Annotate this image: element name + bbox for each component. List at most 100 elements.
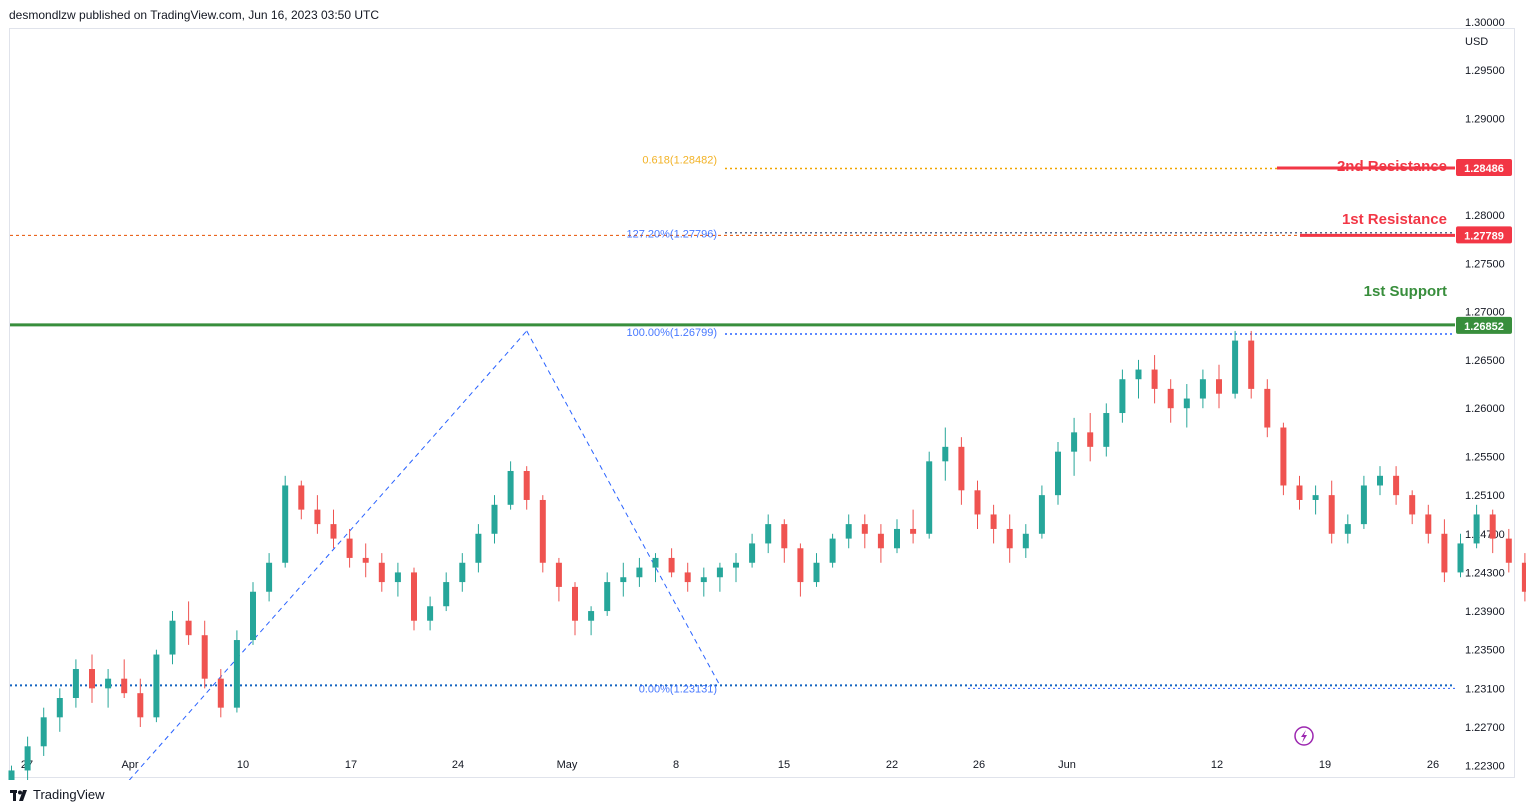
candle-body <box>1022 533 1029 549</box>
candle-body <box>1393 475 1400 496</box>
y-tick-label: 1.26500 <box>1465 355 1505 367</box>
y-tick-label: 1.23900 <box>1465 606 1505 618</box>
candle-body <box>700 577 707 583</box>
y-tick-label: 1.24300 <box>1465 567 1505 579</box>
candle-body <box>443 582 450 607</box>
y-tick-label: 1.27500 <box>1465 258 1505 270</box>
candle-body <box>523 470 530 500</box>
x-tick-label: 10 <box>237 759 249 771</box>
x-tick-label: Apr <box>121 759 138 771</box>
candle-body <box>185 620 192 636</box>
x-tick-label: Jun <box>1058 759 1076 771</box>
candle-body <box>797 548 804 583</box>
x-tick-label: May <box>557 759 578 771</box>
candle-body <box>1006 528 1013 549</box>
y-tick-label: 1.23500 <box>1465 645 1505 657</box>
candle-body <box>507 470 514 505</box>
candle-body <box>604 582 611 612</box>
candle-body <box>1248 340 1255 389</box>
fib-label: 100.00%(1.26799) <box>626 327 717 339</box>
candle-body <box>8 770 15 780</box>
candle-body <box>1119 379 1126 414</box>
candle-body <box>40 717 47 747</box>
x-tick-label: 22 <box>886 759 898 771</box>
candle-body <box>378 562 385 583</box>
price-tag-label: 1.26852 <box>1464 321 1504 333</box>
candle-body <box>346 538 353 558</box>
candle-body <box>668 557 675 573</box>
candle-body <box>942 446 949 462</box>
y-tick-label: 1.29500 <box>1465 65 1505 77</box>
lightning-bolt-icon <box>1301 730 1307 743</box>
y-axis-currency: USD <box>1465 36 1488 48</box>
fib-label: 0.618(1.28482) <box>642 154 717 166</box>
y-tick-label: 1.22700 <box>1465 722 1505 734</box>
level-name: 2nd Resistance <box>1337 158 1447 175</box>
candle-body <box>475 533 482 563</box>
candle-body <box>459 562 466 583</box>
candle-body <box>1425 514 1432 534</box>
candle-body <box>765 524 772 544</box>
candle-body <box>781 524 788 549</box>
candle-body <box>411 572 417 621</box>
candle-body <box>233 640 240 708</box>
candle-body <box>861 524 868 534</box>
candle-body <box>24 746 31 771</box>
y-tick-label: 1.26000 <box>1465 403 1505 415</box>
candle-body <box>910 528 917 534</box>
candle-body <box>555 562 562 587</box>
price-chart[interactable]: USD 1.30000 1.29500 1.29000 1.28000 1.27500 1.… <box>0 0 1526 780</box>
price-tag-label: 1.28486 <box>1464 163 1504 175</box>
level-name: 1st Resistance <box>1342 211 1447 228</box>
candle-body <box>1038 495 1045 534</box>
candle-body <box>1232 340 1239 394</box>
candle-body <box>217 678 224 708</box>
price-tag <box>1456 316 1512 334</box>
fib-trendline-down <box>526 330 721 686</box>
candle-body <box>1344 524 1351 534</box>
candle-body <box>733 562 739 568</box>
fib-label: 0.00%(1.23131) <box>639 683 717 695</box>
candle-body <box>684 572 691 583</box>
candle-body <box>1360 485 1367 525</box>
candle-body <box>298 485 305 510</box>
candle-body <box>958 446 965 491</box>
candle-body <box>716 567 723 578</box>
candle-body <box>894 528 900 549</box>
x-tick-label: 19 <box>1319 759 1331 771</box>
candle-body <box>1135 369 1142 380</box>
candle-body <box>974 490 981 515</box>
candle-body <box>1489 514 1496 539</box>
y-tick-label: 1.27000 <box>1465 307 1505 319</box>
candle-body <box>926 461 933 534</box>
candle-body <box>1216 379 1222 394</box>
candle-body <box>56 698 63 718</box>
x-tick-label: 15 <box>778 759 790 771</box>
y-tick-label: 1.30000 <box>1465 17 1505 29</box>
candle-body <box>1280 427 1287 486</box>
candle-body <box>1071 432 1078 452</box>
candle-body <box>72 669 79 698</box>
candle-body <box>137 693 144 718</box>
candle-body <box>250 591 256 641</box>
candle-body <box>1312 495 1319 500</box>
candle-body <box>1441 533 1448 573</box>
y-tick-label: 1.24700 <box>1465 529 1505 541</box>
candle-body <box>314 509 321 525</box>
candle-body <box>588 611 595 621</box>
tradingview-footer[interactable]: TradingView <box>10 787 105 802</box>
price-tag <box>1456 159 1512 177</box>
lightning-icon <box>1294 726 1314 746</box>
candle-body <box>201 635 208 679</box>
candle-body <box>105 678 112 689</box>
candle-body <box>1264 388 1271 428</box>
candle-body <box>813 562 820 583</box>
candle-body <box>153 654 160 718</box>
y-tick-label: 1.22300 <box>1465 761 1505 773</box>
candle-body <box>1167 388 1174 409</box>
x-tick-label: 26 <box>973 759 985 771</box>
candle-body <box>636 567 643 578</box>
candle-body <box>362 557 369 563</box>
candle-body <box>1183 398 1190 409</box>
fib-label: 127.20%(1.27796) <box>626 229 717 241</box>
